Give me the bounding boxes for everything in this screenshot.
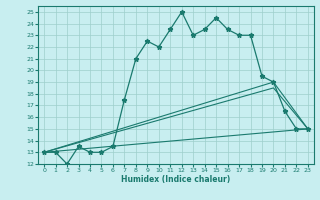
X-axis label: Humidex (Indice chaleur): Humidex (Indice chaleur) xyxy=(121,175,231,184)
